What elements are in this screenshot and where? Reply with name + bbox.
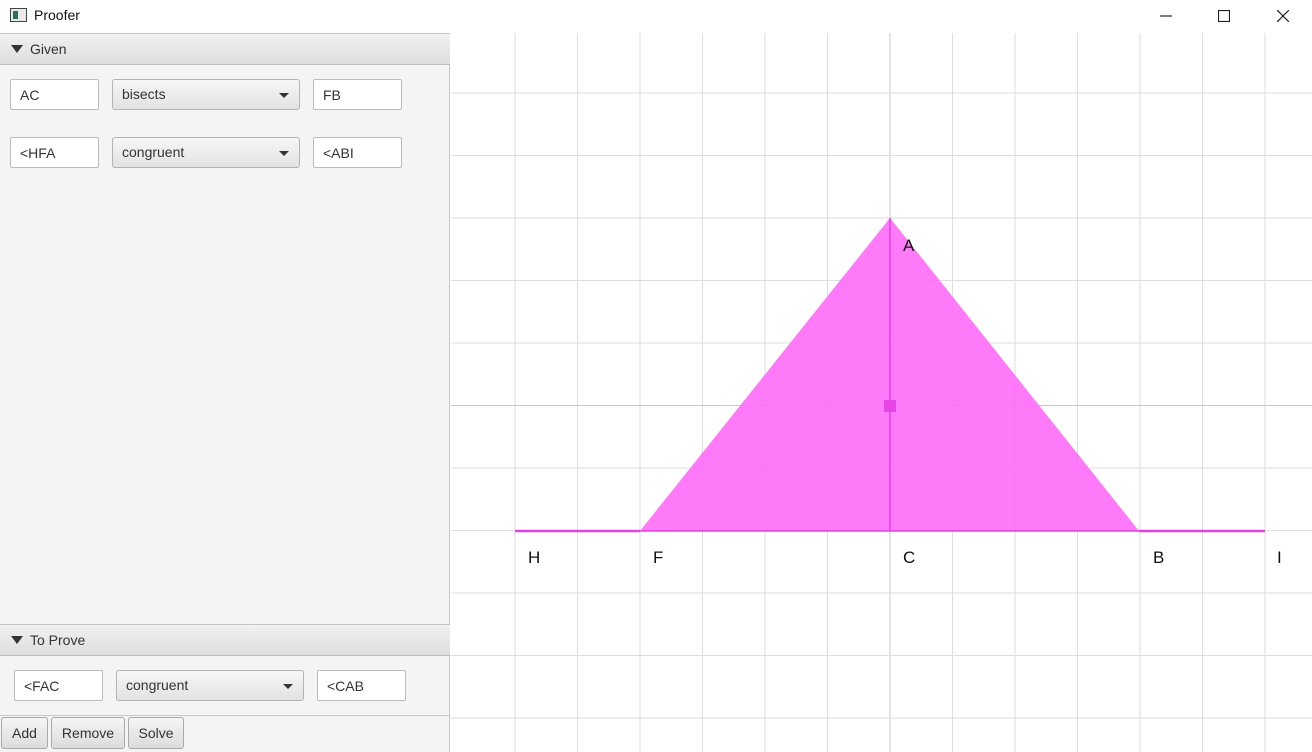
chevron-down-icon xyxy=(279,151,289,156)
minimize-icon xyxy=(1160,15,1172,17)
maximize-button[interactable] xyxy=(1195,0,1253,32)
minimize-button[interactable] xyxy=(1137,0,1195,32)
app-icon xyxy=(10,8,27,22)
label-point-H: H xyxy=(528,548,540,567)
given-2-right-input[interactable] xyxy=(313,137,402,168)
label-point-A: A xyxy=(903,236,915,255)
grid xyxy=(451,33,1312,752)
chevron-down-icon xyxy=(11,636,23,644)
title-bar: Proofer xyxy=(0,0,1312,32)
geometry-diagram[interactable]: A H F C B I xyxy=(451,33,1312,752)
sidebar: Given bisects congruent To Prove congrue… xyxy=(0,33,450,752)
chevron-down-icon xyxy=(11,45,23,53)
given-1-right-input[interactable] xyxy=(313,79,402,110)
remove-button[interactable]: Remove xyxy=(51,717,125,749)
maximize-icon xyxy=(1218,10,1230,22)
given-2-relation-value: congruent xyxy=(122,144,185,160)
label-point-I: I xyxy=(1277,548,1282,567)
chevron-down-icon xyxy=(279,93,289,98)
window-title: Proofer xyxy=(34,7,80,23)
prove-left-input[interactable] xyxy=(14,670,103,701)
given-1-left-input[interactable] xyxy=(10,79,99,110)
label-point-F: F xyxy=(653,548,663,567)
prove-relation-value: congruent xyxy=(126,677,189,693)
solve-button[interactable]: Solve xyxy=(128,717,184,749)
given-header-label: Given xyxy=(30,41,67,57)
given-section-header[interactable]: Given xyxy=(0,33,450,65)
to-prove-section-header[interactable]: To Prove xyxy=(0,624,450,656)
prove-relation-select[interactable]: congruent xyxy=(116,670,304,701)
given-1-relation-select[interactable]: bisects xyxy=(112,79,300,110)
label-point-B: B xyxy=(1153,548,1164,567)
center-marker xyxy=(884,400,896,412)
figure xyxy=(515,218,1265,533)
chevron-down-icon xyxy=(283,684,293,689)
label-point-C: C xyxy=(903,548,915,567)
given-1-relation-value: bisects xyxy=(122,86,166,102)
bottom-divider xyxy=(0,715,450,716)
close-icon xyxy=(1277,10,1289,22)
add-button[interactable]: Add xyxy=(1,717,48,749)
given-2-left-input[interactable] xyxy=(10,137,99,168)
prove-right-input[interactable] xyxy=(317,670,406,701)
given-2-relation-select[interactable]: congruent xyxy=(112,137,300,168)
close-button[interactable] xyxy=(1254,0,1312,32)
geometry-canvas[interactable]: A H F C B I xyxy=(451,33,1312,752)
to-prove-header-label: To Prove xyxy=(30,632,86,648)
